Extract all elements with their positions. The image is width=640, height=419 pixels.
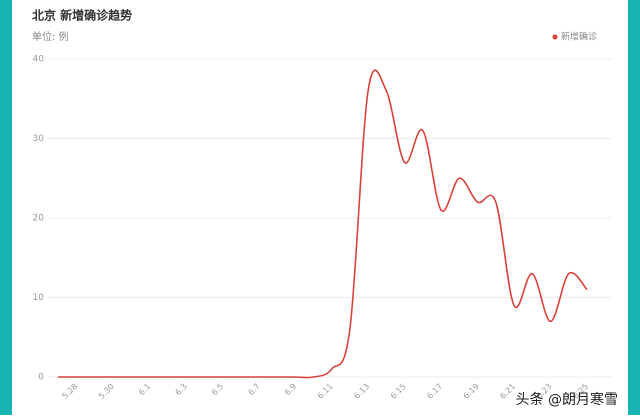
panel bbox=[12, 0, 628, 415]
subtitle: 单位: 例 bbox=[32, 30, 69, 43]
watermark: 头条 @朗月寒雪 bbox=[516, 391, 618, 408]
legend-marker bbox=[552, 34, 558, 40]
series-line bbox=[58, 69, 588, 379]
chart-title: 北京 新增确诊趋势 bbox=[32, 8, 132, 23]
y-tick-label: 20 bbox=[33, 214, 45, 224]
y-tick-label: 30 bbox=[33, 134, 45, 144]
y-tick-label: 10 bbox=[33, 293, 45, 303]
legend-label: 新增确诊 bbox=[561, 31, 597, 43]
y-tick-label: 0 bbox=[38, 373, 44, 383]
y-tick-label: 40 bbox=[33, 55, 45, 65]
